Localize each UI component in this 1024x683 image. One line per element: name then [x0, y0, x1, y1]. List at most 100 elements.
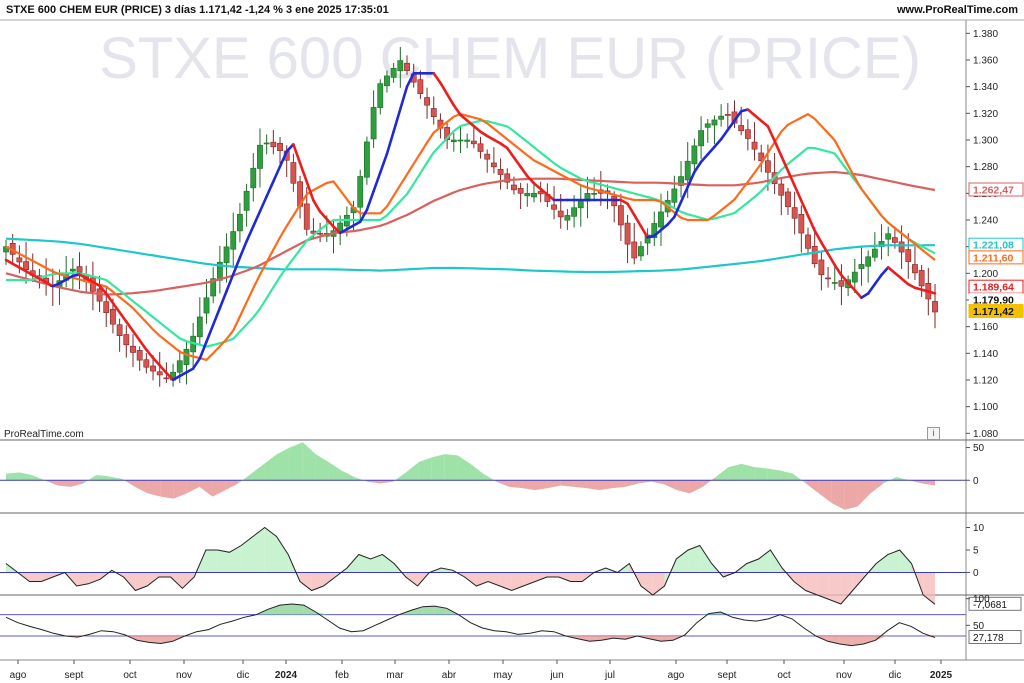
moving-average-fast-segment — [873, 273, 883, 286]
moving-average-fast-segment — [900, 277, 910, 286]
indicator-last-value: 27,178 — [973, 633, 1004, 644]
moving-average-fast-segment — [519, 165, 529, 178]
price-label: 1.189,64 — [968, 279, 1024, 294]
moving-average-fast-segment — [292, 143, 302, 165]
indicator-fill — [702, 477, 716, 487]
indicator-fill — [158, 572, 171, 577]
y-tick-label: 1.320 — [973, 109, 998, 120]
moving-average-fast-segment — [372, 171, 382, 193]
moving-average-fast-segment — [813, 229, 823, 244]
moving-average-fast-segment — [278, 150, 289, 168]
candle-body — [624, 222, 631, 245]
candle-body — [751, 141, 758, 150]
indicator-fill — [457, 455, 471, 481]
indicator-fill — [241, 536, 253, 573]
candle-body — [511, 184, 517, 191]
indicator-fill — [511, 572, 524, 591]
indicator-fill — [264, 454, 277, 481]
candle-body — [183, 348, 190, 366]
moving-average-fast-segment — [131, 329, 141, 342]
moving-average-fast-segment — [479, 130, 489, 138]
indicator-fill — [6, 472, 19, 481]
indicator-fill — [767, 468, 781, 481]
indicator-y-label: 5 — [973, 546, 979, 557]
indicator-fill — [780, 470, 794, 481]
oversold-fill — [601, 636, 614, 641]
indicator-fill — [651, 480, 665, 485]
moving-average-fast-segment — [258, 195, 268, 213]
candle-body — [230, 231, 237, 250]
candle-body — [851, 271, 858, 283]
indicator-y-label: 50 — [973, 621, 985, 632]
candle-body — [384, 75, 390, 87]
price-label-text: 1.189,64 — [973, 282, 1014, 294]
moving-average-fast-segment — [312, 199, 322, 213]
indicator-fill — [122, 478, 136, 487]
moving-average-fast-segment — [927, 290, 937, 295]
candle-body — [744, 129, 751, 139]
indicator-fill — [299, 572, 312, 591]
candle-body — [277, 143, 283, 151]
indicator-fill — [899, 550, 912, 573]
candle-body — [303, 203, 310, 230]
moving-average-fast-segment — [532, 182, 542, 191]
indicator-fill — [715, 467, 729, 481]
price-label-box — [968, 303, 1024, 318]
indicator-last-value-box — [968, 596, 1022, 611]
oversold-fill — [661, 636, 673, 642]
moving-average-cyan — [5, 237, 935, 274]
candle-body — [905, 249, 912, 262]
indicator-fill — [641, 572, 653, 595]
indicator-fill — [612, 480, 626, 489]
candle-body — [116, 324, 123, 336]
moving-average-fast-segment — [378, 152, 389, 174]
candle-body — [243, 190, 250, 211]
indicator-fill — [535, 572, 547, 582]
price-label-text: 1.221,08 — [973, 240, 1014, 252]
indicator-fill — [864, 563, 877, 577]
indicator-fill — [560, 480, 574, 487]
moving-average-fast-segment — [272, 165, 282, 183]
candle-body — [718, 115, 725, 120]
indicator-fill — [499, 572, 512, 591]
y-tick-label: 1.380 — [973, 29, 998, 40]
indicator-fill — [546, 572, 559, 577]
indicator-fill — [922, 480, 935, 486]
moving-average-fast-segment — [305, 180, 315, 202]
oversold-fill — [577, 636, 590, 642]
candle-body — [176, 360, 183, 373]
indicator-fill — [367, 480, 381, 484]
indicator-last-value-box — [968, 630, 1022, 645]
candle-body — [638, 246, 644, 257]
candle-body — [765, 160, 771, 173]
x-tick-label: jun — [549, 670, 563, 681]
x-tick-label: ago — [668, 670, 685, 681]
candle-body — [130, 345, 136, 353]
indicator-fill — [599, 480, 613, 491]
indicator-fill — [323, 572, 336, 586]
moving-average-fast-segment — [151, 356, 162, 367]
moving-average-fast-segment — [753, 113, 763, 123]
indicator-fill — [315, 454, 329, 481]
indicator-fill — [135, 572, 148, 591]
moving-average-fast-segment — [853, 288, 863, 299]
x-tick-label: sept — [65, 670, 84, 681]
y-tick-label: 1.100 — [973, 402, 998, 413]
moving-average-red — [5, 170, 936, 296]
moving-average-fast-segment — [733, 109, 743, 122]
indicator-fill — [923, 572, 935, 605]
candle-body — [617, 205, 624, 226]
moving-average-fast-segment — [726, 119, 736, 132]
candle-body — [831, 282, 838, 284]
candle-body — [290, 162, 297, 184]
candle-body — [196, 316, 203, 338]
brand-link[interactable]: www.ProRealTime.com — [896, 4, 1018, 16]
moving-average-fast-segment — [893, 271, 903, 280]
indicator-fill — [123, 572, 136, 591]
moving-average-fast-segment — [793, 184, 803, 203]
candle-body — [69, 268, 76, 272]
indicator-fill — [405, 461, 419, 481]
info-icon[interactable]: i — [927, 427, 940, 440]
indicator-fill — [147, 480, 161, 497]
